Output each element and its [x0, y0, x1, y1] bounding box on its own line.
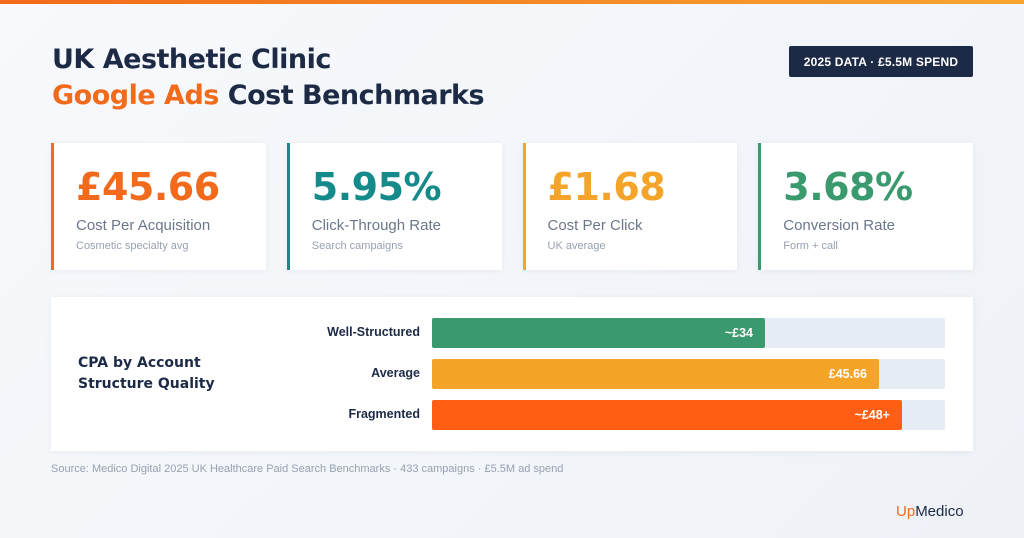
title-accent: Google Ads — [52, 80, 219, 111]
metric-sublabel: Form + call — [783, 240, 838, 252]
bar-value-label: £45.66 — [828, 367, 867, 381]
title-line-1: UK Aesthetic Clinic — [52, 44, 331, 75]
bar-category-label: Fragmented — [348, 407, 420, 421]
bar: £45.66 — [432, 359, 879, 389]
chart-title: CPA by Account Structure Quality — [78, 355, 215, 392]
bar: ~£34 — [432, 318, 765, 348]
metric-value: £1.68 — [547, 165, 666, 209]
bar-category-label: Well-Structured — [327, 325, 420, 339]
metric-value: 3.68% — [783, 165, 913, 209]
metric-sublabel: UK average — [547, 240, 606, 252]
metric-sublabel: Cosmetic specialty avg — [76, 240, 189, 252]
bar-category-label: Average — [371, 366, 420, 380]
bar-track: ~£34 — [432, 318, 945, 348]
logo-medico: Medico — [915, 503, 964, 520]
upmedico-logo: UpMedico — [896, 503, 964, 520]
metric-value: £45.66 — [76, 165, 220, 209]
metric-card-cpc: £1.68 Cost Per Click UK average — [522, 143, 738, 270]
metric-label: Click-Through Rate — [311, 217, 441, 234]
top-accent-bar — [0, 0, 1024, 4]
bar: ~£48+ — [432, 400, 902, 430]
metric-card-ctr: 5.95% Click-Through Rate Search campaign… — [286, 143, 502, 270]
metric-sublabel: Search campaigns — [311, 240, 403, 252]
metric-card-conversion: 3.68% Conversion Rate Form + call — [758, 143, 973, 270]
metric-value: 5.95% — [311, 165, 442, 209]
bar-track: £45.66 — [432, 359, 945, 389]
data-badge: 2025 DATA · £5.5M SPEND — [789, 46, 973, 77]
logo-up: Up — [896, 503, 916, 520]
bar-value-label: ~£34 — [724, 326, 753, 340]
title-line-2: Google Ads Cost Benchmarks — [52, 78, 485, 114]
metric-label: Cost Per Acquisition — [76, 217, 211, 234]
cpa-chart-panel: CPA by Account Structure Quality Well-St… — [51, 297, 973, 451]
source-note: Source: Medico Digital 2025 UK Healthcar… — [51, 463, 564, 475]
metric-cards: £45.66 Cost Per Acquisition Cosmetic spe… — [51, 143, 973, 270]
metric-label: Conversion Rate — [783, 217, 895, 234]
page-title: UK Aesthetic Clinic Google Ads Cost Benc… — [52, 42, 485, 114]
title-rest: Cost Benchmarks — [218, 80, 485, 111]
metric-card-cpa: £45.66 Cost Per Acquisition Cosmetic spe… — [51, 143, 266, 270]
bar-value-label: ~£48+ — [854, 408, 890, 422]
bar-track: ~£48+ — [432, 400, 945, 430]
metric-label: Cost Per Click — [547, 217, 643, 234]
